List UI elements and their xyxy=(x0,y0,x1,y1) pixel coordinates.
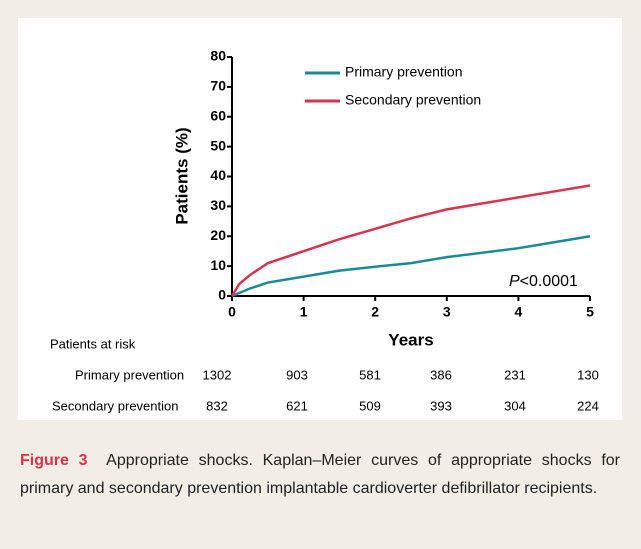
risk-value: 509 xyxy=(359,398,381,413)
caption-text: Appropriate shocks. Kaplan–Meier curves … xyxy=(20,452,621,497)
risk-value: 832 xyxy=(206,398,228,413)
annotation-text: <0.0001 xyxy=(520,273,578,290)
risk-row-name: Primary prevention xyxy=(75,367,184,382)
risk-row-name: Secondary prevention xyxy=(52,398,178,413)
risk-value: 224 xyxy=(577,398,599,413)
risk-value: 231 xyxy=(504,367,526,382)
y-tick-label: 20 xyxy=(210,227,226,243)
risk-value: 903 xyxy=(286,367,308,382)
y-tick-label: 80 xyxy=(210,48,226,64)
y-tick-label: 10 xyxy=(210,257,226,273)
risk-table-title: Patients at risk xyxy=(50,336,136,351)
annotation: P<0.0001 xyxy=(509,273,578,290)
figure-panel xyxy=(18,18,622,420)
x-axis-label: Years xyxy=(388,330,433,349)
y-tick-label: 70 xyxy=(210,78,226,94)
risk-value: 130 xyxy=(577,367,599,382)
y-tick-label: 50 xyxy=(210,137,226,153)
risk-value: 386 xyxy=(430,367,452,382)
y-tick-label: 30 xyxy=(210,197,226,213)
risk-value: 304 xyxy=(504,398,526,413)
risk-value: 393 xyxy=(430,398,452,413)
risk-value: 621 xyxy=(286,398,308,413)
y-tick-label: 0 xyxy=(218,287,226,303)
x-tick-label: 1 xyxy=(300,304,308,320)
legend-label: Primary prevention xyxy=(345,64,463,80)
y-tick-label: 40 xyxy=(210,167,226,183)
annotation-italic: P xyxy=(509,273,520,290)
y-axis-label: Patients (%) xyxy=(172,127,191,224)
x-tick-label: 5 xyxy=(586,304,594,320)
x-tick-label: 0 xyxy=(228,304,236,320)
caption: Figure 3 Appropriate shocks. Kaplan–Meie… xyxy=(20,447,620,502)
legend-label: Secondary prevention xyxy=(345,92,481,108)
risk-value: 581 xyxy=(359,367,381,382)
chart: Patients (%) Years P<0.0001 Patients at … xyxy=(50,48,599,414)
x-tick-label: 3 xyxy=(443,304,451,320)
x-tick-label: 2 xyxy=(371,304,379,320)
x-tick-label: 4 xyxy=(515,304,523,320)
caption-label: Figure 3 xyxy=(20,452,88,469)
series-line xyxy=(231,235,591,298)
series-line xyxy=(230,184,591,297)
risk-value: 1302 xyxy=(203,367,232,382)
y-tick-label: 60 xyxy=(210,107,226,123)
